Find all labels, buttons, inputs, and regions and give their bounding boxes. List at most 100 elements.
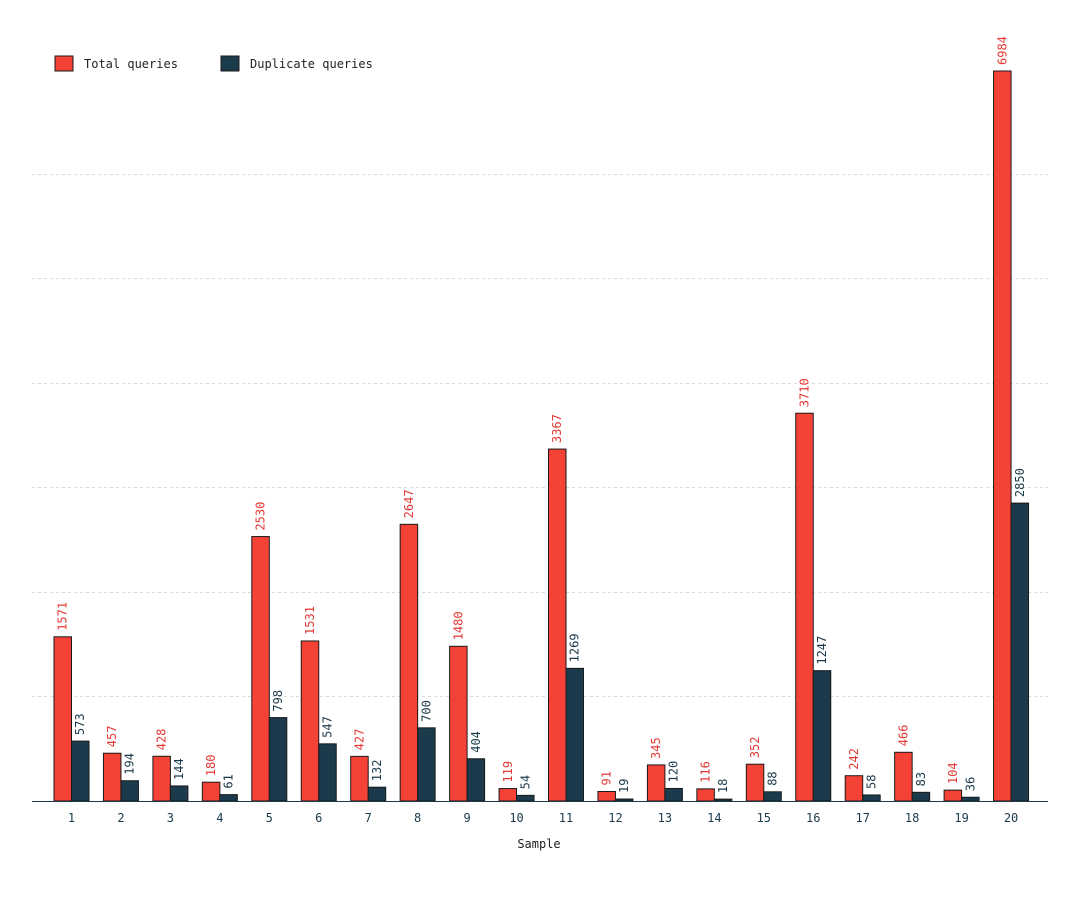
legend: Total queries Duplicate queries bbox=[54, 55, 373, 72]
data-label-duplicate-sample-5: 798 bbox=[271, 690, 285, 712]
data-label-total-sample-15: 352 bbox=[748, 737, 762, 759]
x-tick-label-20: 20 bbox=[1004, 811, 1018, 825]
bars-layer bbox=[53, 70, 1030, 802]
data-label-total-sample-13: 345 bbox=[649, 737, 663, 759]
bar-total-sample-6 bbox=[300, 640, 320, 802]
data-label-total-sample-5: 2530 bbox=[254, 502, 268, 531]
data-label-duplicate-sample-9: 404 bbox=[469, 731, 483, 753]
bar-total-sample-2 bbox=[102, 752, 122, 802]
x-axis: 1 2 3 4 5 6 7 8 9 10 11 12 13 14 15 16 17 18 19 20 bbox=[32, 801, 1048, 825]
bar-duplicate-sample-12 bbox=[614, 798, 634, 802]
bar-duplicate-sample-13 bbox=[664, 787, 683, 802]
data-label-total-sample-7: 427 bbox=[352, 729, 366, 751]
bar-total-sample-5 bbox=[251, 536, 270, 802]
data-label-total-sample-11: 3367 bbox=[550, 414, 564, 443]
x-tick-label-8: 8 bbox=[414, 811, 421, 825]
bar-duplicate-sample-5 bbox=[268, 717, 288, 802]
x-tick-label-14: 14 bbox=[707, 811, 721, 825]
x-tick-label-6: 6 bbox=[315, 811, 322, 825]
bar-duplicate-sample-7 bbox=[367, 786, 387, 802]
bar-total-sample-7 bbox=[350, 755, 369, 802]
data-label-total-sample-12: 91 bbox=[600, 771, 614, 785]
x-tick-label-19: 19 bbox=[954, 811, 968, 825]
bar-total-sample-15 bbox=[745, 763, 765, 802]
legend-swatch-duplicate bbox=[220, 55, 240, 72]
data-label-duplicate-sample-7: 132 bbox=[370, 760, 384, 782]
data-label-duplicate-sample-15: 88 bbox=[766, 771, 780, 785]
bar-duplicate-sample-6 bbox=[318, 743, 337, 802]
data-label-total-sample-6: 1531 bbox=[303, 606, 317, 635]
bar-duplicate-sample-1 bbox=[71, 740, 90, 802]
bar-duplicate-sample-8 bbox=[417, 727, 436, 802]
x-tick-label-3: 3 bbox=[167, 811, 174, 825]
bar-duplicate-sample-11 bbox=[565, 667, 584, 802]
bar-total-sample-3 bbox=[152, 755, 171, 802]
data-label-duplicate-sample-3: 144 bbox=[172, 758, 186, 780]
bar-duplicate-sample-4 bbox=[219, 794, 238, 802]
data-label-duplicate-sample-19: 36 bbox=[963, 777, 977, 791]
bar-duplicate-sample-15 bbox=[763, 791, 782, 802]
legend-item-duplicate: Duplicate queries bbox=[220, 55, 373, 72]
bar-total-sample-1 bbox=[53, 636, 72, 802]
data-label-duplicate-sample-14: 18 bbox=[716, 779, 730, 793]
bar-duplicate-sample-10 bbox=[516, 794, 535, 802]
grid-layer bbox=[32, 174, 1048, 697]
data-label-total-sample-17: 242 bbox=[847, 748, 861, 770]
x-tick-label-13: 13 bbox=[658, 811, 672, 825]
bar-duplicate-sample-14 bbox=[713, 798, 733, 802]
x-tick-label-11: 11 bbox=[559, 811, 573, 825]
x-tick-label-15: 15 bbox=[757, 811, 771, 825]
bar-duplicate-sample-20 bbox=[1010, 502, 1030, 802]
data-label-total-sample-10: 119 bbox=[501, 761, 515, 783]
x-tick-label-10: 10 bbox=[509, 811, 523, 825]
x-tick-label-4: 4 bbox=[216, 811, 223, 825]
x-tick-label-12: 12 bbox=[608, 811, 622, 825]
data-label-duplicate-sample-4: 61 bbox=[222, 774, 236, 788]
x-tick-label-16: 16 bbox=[806, 811, 820, 825]
data-label-duplicate-sample-20: 2850 bbox=[1013, 468, 1027, 497]
bar-total-sample-8 bbox=[399, 523, 419, 802]
bar-total-sample-14 bbox=[696, 788, 715, 802]
data-label-duplicate-sample-2: 194 bbox=[123, 753, 137, 775]
data-label-total-sample-2: 457 bbox=[105, 726, 119, 748]
bar-total-sample-16 bbox=[795, 412, 814, 802]
bar-total-sample-18 bbox=[894, 751, 913, 802]
data-label-total-sample-4: 180 bbox=[204, 755, 218, 777]
data-label-duplicate-sample-11: 1269 bbox=[568, 633, 582, 662]
data-label-total-sample-20: 6984 bbox=[995, 36, 1009, 65]
data-label-duplicate-sample-1: 573 bbox=[73, 713, 87, 735]
bar-total-sample-4 bbox=[201, 781, 221, 802]
bar-duplicate-sample-9 bbox=[466, 758, 486, 802]
data-label-duplicate-sample-8: 700 bbox=[419, 700, 433, 722]
data-label-total-sample-19: 104 bbox=[946, 762, 960, 784]
bar-total-sample-17 bbox=[844, 775, 864, 802]
legend-item-total: Total queries bbox=[54, 55, 178, 72]
x-tick-label-17: 17 bbox=[855, 811, 869, 825]
data-label-duplicate-sample-6: 547 bbox=[321, 716, 335, 738]
bar-duplicate-sample-3 bbox=[169, 785, 189, 802]
bar-total-sample-13 bbox=[646, 764, 666, 802]
data-label-duplicate-sample-18: 83 bbox=[914, 772, 928, 786]
data-label-duplicate-sample-10: 54 bbox=[518, 775, 532, 789]
data-label-total-sample-1: 1571 bbox=[56, 602, 70, 631]
bar-duplicate-sample-18 bbox=[911, 791, 931, 802]
bar-duplicate-sample-16 bbox=[812, 670, 832, 802]
x-axis-title: Sample bbox=[517, 837, 560, 851]
bar-total-sample-9 bbox=[449, 645, 468, 802]
data-label-total-sample-14: 116 bbox=[699, 761, 713, 783]
data-label-duplicate-sample-13: 120 bbox=[667, 761, 681, 783]
x-tick-label-9: 9 bbox=[463, 811, 470, 825]
data-label-duplicate-sample-12: 19 bbox=[617, 779, 631, 793]
data-label-total-sample-18: 466 bbox=[896, 725, 910, 747]
legend-swatch-total bbox=[54, 55, 74, 72]
data-label-total-sample-8: 2647 bbox=[402, 489, 416, 518]
x-tick-label-7: 7 bbox=[365, 811, 372, 825]
bar-total-sample-12 bbox=[597, 790, 616, 802]
x-tick-label-18: 18 bbox=[905, 811, 919, 825]
bar-duplicate-sample-19 bbox=[961, 796, 980, 802]
bar-duplicate-sample-17 bbox=[862, 794, 881, 802]
data-label-total-sample-9: 1480 bbox=[451, 611, 465, 640]
